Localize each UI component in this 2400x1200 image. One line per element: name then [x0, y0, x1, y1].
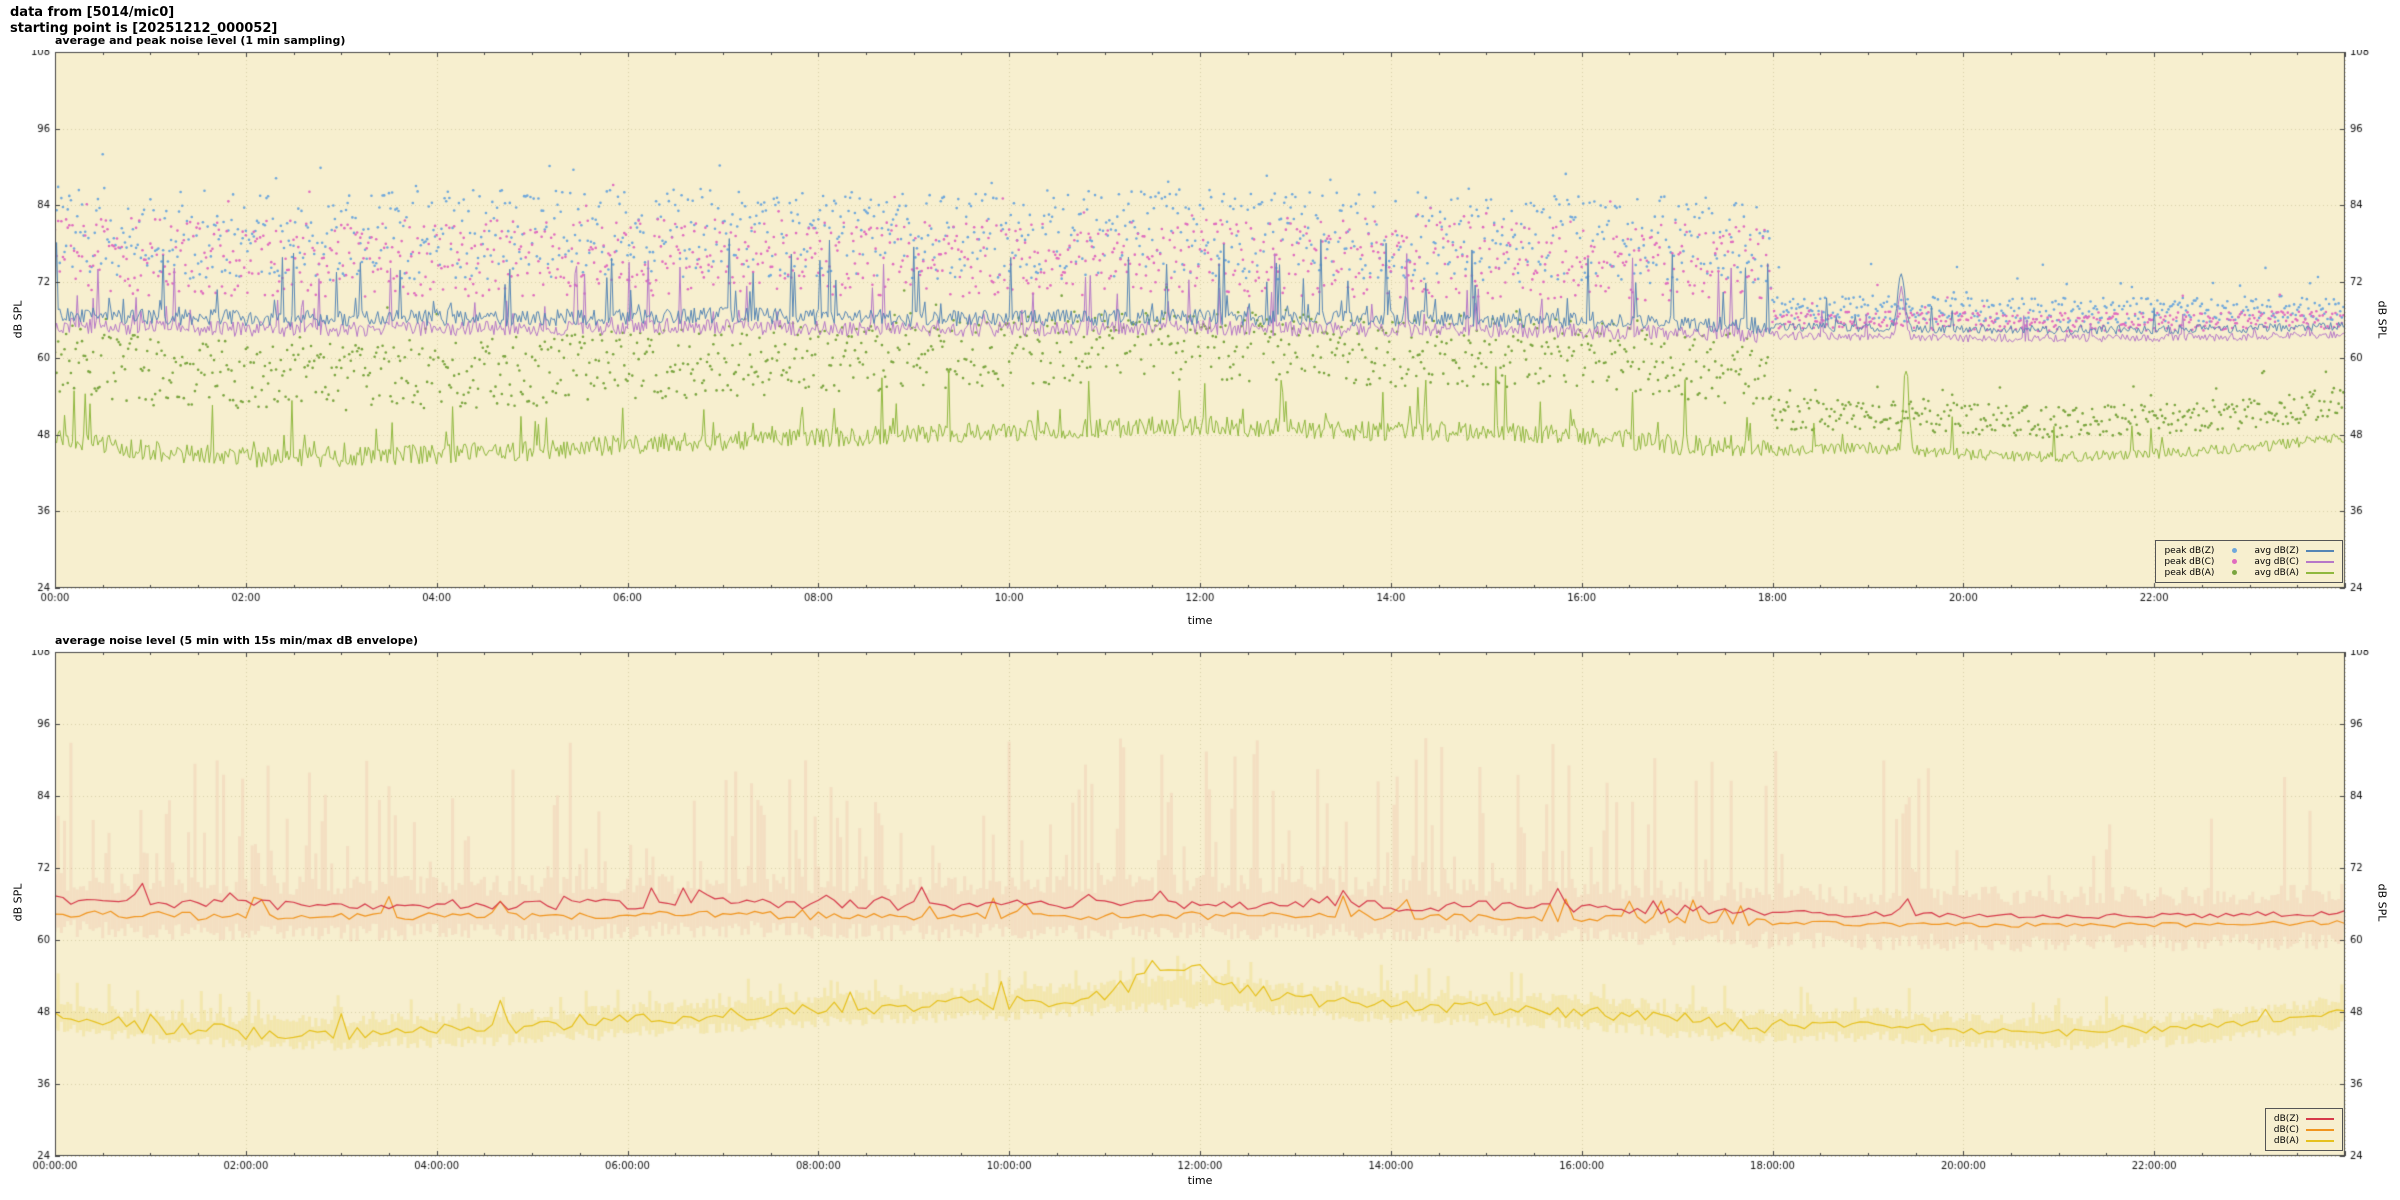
- top-chart-legend: peak dB(Z) avg dB(Z) peak dB(C) avg dB(C) pe…: [2155, 540, 2343, 583]
- bottom-chart-canvas: [0, 650, 2400, 1174]
- header-start-line: starting point is [20251212_000052]: [10, 21, 278, 36]
- bottom-chart-title: average noise level (5 min with 15s min/…: [55, 634, 419, 647]
- legend-swatch-line: [2306, 1139, 2334, 1142]
- legend-item-label: peak dB(C): [2164, 556, 2215, 567]
- header-source-line: data from [5014/mic0]: [10, 5, 175, 20]
- legend-item-label: dB(C): [2273, 1124, 2299, 1135]
- legend-swatch-line: [2306, 1117, 2334, 1120]
- page-header: data from [5014/mic0] starting point is …: [10, 5, 277, 37]
- legend-swatch-line: [2306, 571, 2334, 574]
- legend-item-label: avg dB(C): [2254, 556, 2299, 567]
- top-chart-canvas: [0, 50, 2400, 606]
- legend-swatch-dot: [2231, 570, 2237, 575]
- legend-swatch-line: [2306, 1128, 2334, 1131]
- bottom-x-axis-label: time: [1187, 1174, 1213, 1187]
- top-chart-title: average and peak noise level (1 min samp…: [55, 34, 346, 47]
- figure-top: average and peak noise level (1 min samp…: [0, 34, 2400, 634]
- legend-item-label: peak dB(A): [2164, 567, 2215, 578]
- top-x-axis-label: time: [1187, 614, 1213, 627]
- legend-swatch-dot: [2231, 548, 2237, 553]
- legend-swatch-dot: [2231, 559, 2237, 564]
- bottom-chart-legend: dB(Z) dB(C) dB(A): [2264, 1108, 2343, 1151]
- legend-item-label: dB(A): [2273, 1135, 2299, 1146]
- legend-swatch-line: [2306, 560, 2334, 563]
- legend-item-label: dB(Z): [2273, 1113, 2299, 1124]
- legend-item-label: avg dB(Z): [2254, 545, 2300, 556]
- legend-item-label: avg dB(A): [2254, 567, 2299, 578]
- figure-bottom: average noise level (5 min with 15s min/…: [0, 634, 2400, 1200]
- legend-swatch-line: [2306, 549, 2334, 552]
- legend-item-label: peak dB(Z): [2164, 545, 2215, 556]
